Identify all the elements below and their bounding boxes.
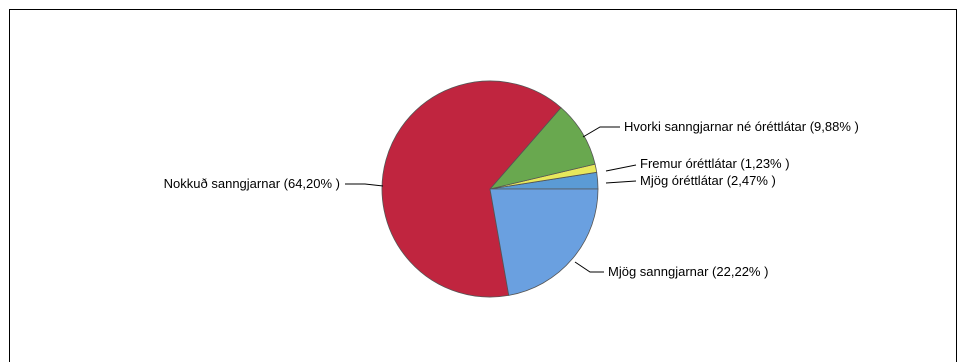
leader-line-0	[605, 180, 637, 184]
slice-label-1: Fremur óréttlátar (1,23% )	[640, 156, 790, 171]
slice-label-4: Mjög sanngjarnar (22,22% )	[608, 264, 768, 279]
pie-slice-4	[489, 188, 599, 296]
slice-label-2: Hvorki sanngjarnar né óréttlátar (9,88% …	[624, 119, 859, 134]
leader-line-1	[605, 164, 637, 172]
slice-label-3: Nokkuð sanngjarnar (64,20% )	[164, 176, 340, 191]
pie-slice-3	[381, 80, 562, 298]
chart-frame	[9, 9, 957, 362]
leader-line-4	[574, 261, 604, 273]
leader-line-3	[345, 183, 384, 187]
leader-line-2	[582, 126, 620, 138]
slice-label-0: Mjög óréttlátar (2,47% )	[640, 173, 776, 188]
